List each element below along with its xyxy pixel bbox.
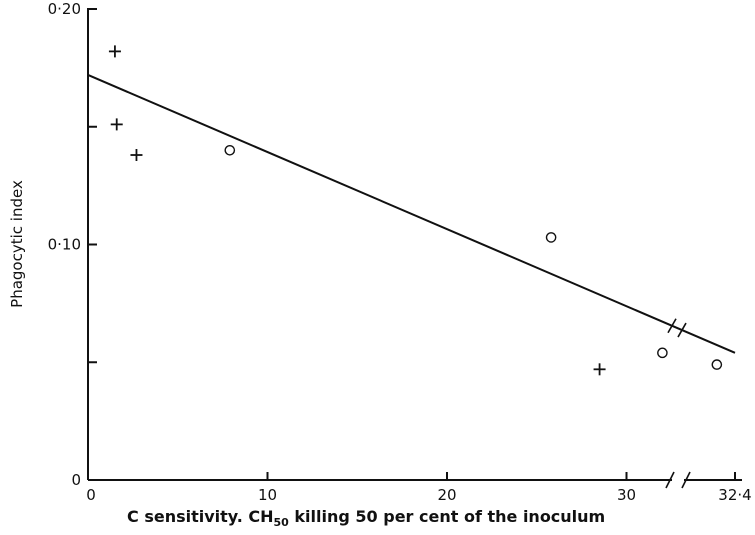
x-axis-break-mark-1 — [665, 471, 675, 489]
plus-marker — [130, 149, 143, 162]
x-axis-break-mark-2 — [681, 471, 691, 489]
y-tick-label: 0 — [71, 471, 81, 489]
y-axis-title: Phagocytic index — [8, 180, 26, 308]
trend-break-mark-2 — [677, 322, 687, 338]
x-tick-label: 30 — [617, 486, 636, 504]
plus-marker — [108, 45, 121, 58]
circle-marker — [545, 232, 557, 243]
x-tick-label: 0 — [86, 486, 96, 504]
circle-marker — [711, 359, 723, 370]
plus-marker — [110, 118, 123, 131]
x-tick-label: 32·4 — [718, 486, 751, 504]
circle-marker — [657, 347, 668, 359]
y-ticks: 0 0·10 0·20 — [48, 0, 97, 489]
trend-line — [87, 74, 736, 354]
y-tick-label: 0·10 — [48, 236, 81, 254]
x-tick-label: 20 — [437, 486, 456, 504]
trend-break-mark-1 — [667, 318, 677, 334]
x-axis-title-suffix: killing 50 per cent of the inoculum — [289, 507, 605, 526]
circle-marker — [224, 144, 236, 156]
x-axis-title-prefix: C sensitivity. CH — [127, 507, 274, 526]
plus-marker — [593, 363, 606, 376]
x-tick-label: 10 — [258, 486, 277, 504]
x-ticks: 0 10 20 30 32·4 — [86, 472, 752, 504]
data-points — [108, 45, 723, 376]
x-axis-title: C sensitivity. CH50 killing 50 per cent … — [127, 507, 605, 529]
y-tick-label: 0·20 — [48, 0, 81, 18]
trend-line-group — [87, 74, 736, 354]
x-axis-title-subscript: 50 — [274, 516, 290, 529]
axes — [87, 8, 742, 489]
